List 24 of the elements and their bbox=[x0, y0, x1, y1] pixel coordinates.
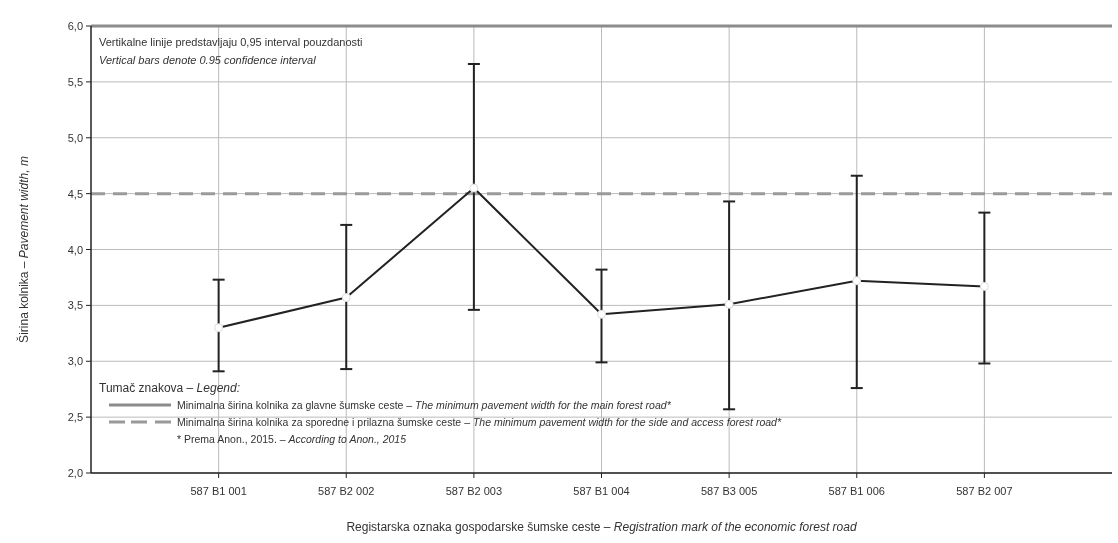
x-tick-label: 587 B1 001 bbox=[190, 485, 247, 497]
y-tick-label: 2,5 bbox=[67, 411, 83, 424]
x-tick-label: 587 B3 005 bbox=[700, 485, 758, 497]
y-tick-label: 6,0 bbox=[67, 20, 83, 32]
x-axis-title: Registarska oznaka gospodarske šumske ceste – Registration mark of the economic forest road bbox=[346, 520, 857, 534]
x-tick-label: 587 B2 003 bbox=[445, 485, 503, 497]
y-tick-label: 5,5 bbox=[67, 75, 83, 88]
y-tick-label: 4,0 bbox=[67, 243, 83, 256]
y-tick-label: 2,0 bbox=[67, 467, 83, 479]
annotation: Vertical bars denote 0.95 confidence interval bbox=[99, 54, 317, 66]
y-axis-title: Širina kolnika – Pavement width, m bbox=[16, 156, 31, 343]
x-tick-label: 587 B1 004 bbox=[573, 485, 630, 497]
x-tick-label: 587 B1 006 bbox=[828, 485, 885, 497]
annotation: Vertikalne linije predstavljaju 0,95 interval pouzdanosti bbox=[99, 36, 363, 48]
y-tick-label: 3,5 bbox=[67, 299, 83, 312]
x-tick-label: 587 B2 007 bbox=[956, 485, 1013, 497]
y-tick-label: 5,0 bbox=[67, 131, 83, 144]
legend-title: Tumač znakova – Legend: bbox=[99, 381, 240, 395]
y-tick-label: 3,0 bbox=[67, 355, 83, 368]
y-tick-label: 4,5 bbox=[67, 187, 83, 200]
legend-label: Minimalna širina kolnika za sporedne i prilazna šumske ceste – The minimum pavement width for the side and access forest road* bbox=[177, 416, 782, 428]
x-tick-label: 587 B2 002 bbox=[318, 485, 375, 497]
legend-label: Minimalna širina kolnika za glavne šumske ceste – The minimum pavement width for the main forest road* bbox=[177, 399, 672, 411]
annotation: * Prema Anon., 2015. – According to Anon., 2015 bbox=[177, 433, 407, 445]
